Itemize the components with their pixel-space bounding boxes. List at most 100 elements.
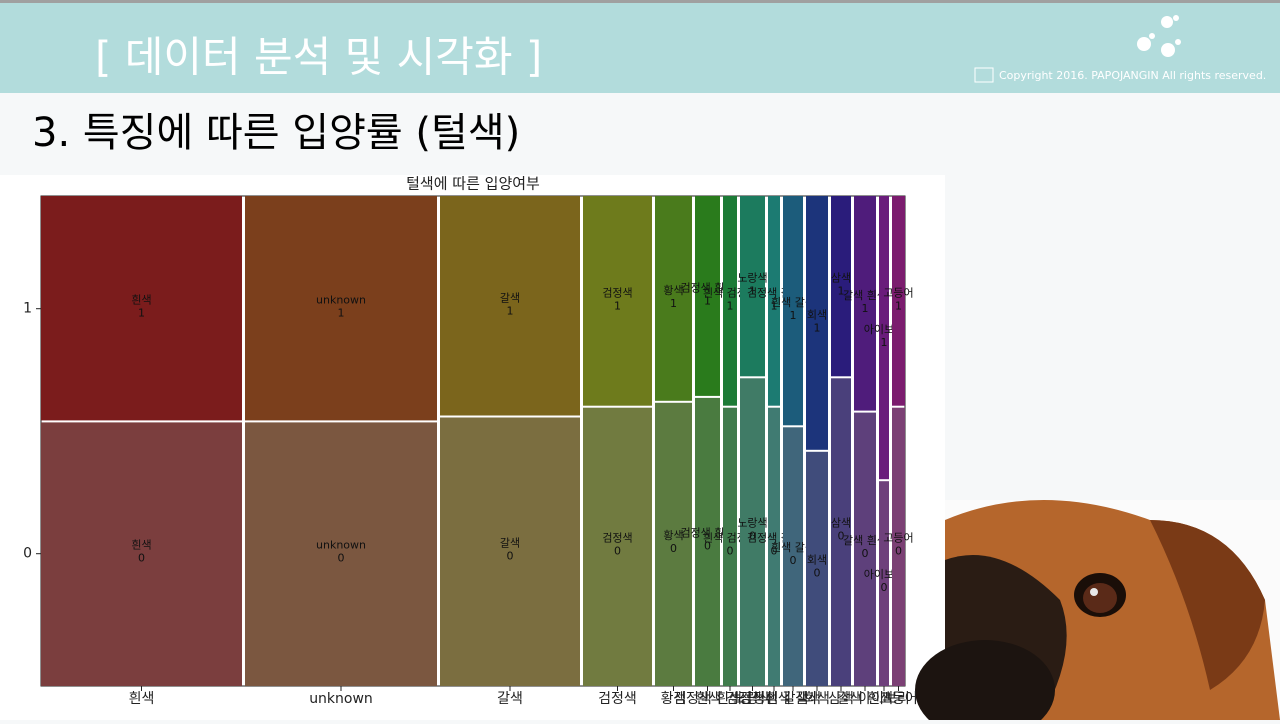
y-tick-label: 1 [23,301,32,317]
mosaic-tile [740,378,765,686]
tile-label: 흰색 [131,539,151,552]
tile-label: 0 [838,530,845,543]
tile-label: 흰색 갈색 [771,540,815,554]
mosaic-tile [831,378,851,686]
x-tick-label: 삼색 [828,691,854,707]
tile-label: 1 [704,294,711,307]
chart-title: 털색에 따른 입양여부 [406,175,540,193]
top-line [0,0,1280,3]
mosaic-tile [806,196,828,450]
tile-label: 1 [862,302,869,315]
mosaic-tile [892,407,905,686]
mosaic-tile [41,422,242,686]
mosaic-tile [245,196,437,421]
tile-label: 회색 [807,553,827,566]
tile-label: 1 [507,304,514,317]
mosaic-tile [892,196,905,406]
x-tick-label: 황색 [661,691,687,707]
mosaic-tile [440,417,580,686]
tile-label: 검정색 흰색 [680,281,734,294]
tile-label: 1 [771,299,778,312]
mosaic-tile [723,407,737,686]
tile-label: 0 [727,544,734,557]
mosaic-tile [768,196,780,406]
tile-label: 0 [790,554,797,567]
tile-label: 노랑색 [737,517,767,530]
x-tick-label: 흰색 검정색 [696,691,765,707]
mosaic-tile [655,196,692,401]
mosaic-tile [583,196,652,406]
x-tick-label: 갈색 [497,691,523,707]
x-tick-label: 갈색 흰색 [837,691,893,707]
y-tick-label: 0 [23,546,32,562]
x-tick-label: 아이보리 [858,691,910,707]
mosaic-tile [695,196,720,396]
tile-label: 검정색 [602,286,632,299]
mosaic-tile [879,481,889,686]
tile-label: 1 [790,309,797,322]
tile-label: 0 [749,530,756,543]
tile-label: 0 [814,566,821,579]
tile-label: 1 [614,299,621,312]
tile-label: 1 [814,321,821,334]
mosaic-tile [768,407,780,686]
tile-label: 갈색 [500,535,520,549]
mosaic-tile [783,196,803,426]
mosaic-tile [440,196,580,416]
tile-label: 삼색 [831,272,851,285]
tile-label: 노랑색 [737,272,767,285]
tile-label: 0 [881,581,888,594]
tile-label: 1 [749,285,756,298]
tile-label: 0 [507,549,514,562]
tile-label: 고등어 [883,531,913,544]
x-tick-label: 노랑색 [733,691,772,707]
header-title: [ 데이터 분석 및 시각화 ] [95,33,542,82]
mosaic-tile [655,402,692,686]
x-tick-label: 흰색 [129,691,155,707]
header-band [0,0,1280,93]
tile-label: 1 [881,336,888,349]
tile-label: 1 [138,307,145,320]
heading: 3. 특징에 따른 입양률 (털색) [32,110,520,156]
tile-label: 갈색 흰색 [843,533,887,547]
tile-label: 1 [838,285,845,298]
tile-label: 0 [614,544,621,557]
mosaic-tile [783,427,803,686]
tile-label: 0 [138,552,145,565]
x-tick-label: 검정색 [598,691,637,707]
mosaic-tile [245,422,437,686]
copyright-icon [974,67,994,83]
tile-label: 고등어 [883,286,913,299]
x-tick-label: unknown [309,691,373,707]
tile-label: unknown [316,539,366,552]
mosaic-tile [583,407,652,686]
tile-label: 1 [338,307,345,320]
tile-label: 0 [704,539,711,552]
dog-photo [915,500,1280,724]
tile-label: 0 [895,544,902,557]
tile-label: 삼색 [831,517,851,530]
x-tick-label: 고등어 [879,691,918,707]
tile-label: 1 [670,297,677,310]
tile-label: 흰색 갈색 [771,295,815,309]
x-tick-label: 검정색 흰색 [673,691,742,707]
tile-label: 황색 [663,529,683,542]
mosaic-tile [740,196,765,377]
tile-label: 회색 [807,308,827,321]
tile-label: 0 [670,542,677,555]
tile-label: 0 [771,544,778,557]
x-tick-label: 검정색 갈색 [740,691,809,707]
x-tick-label: 흰색 갈색 [765,691,821,707]
mosaic-tile [854,196,876,411]
mosaic-tile [723,196,737,406]
tile-label: unknown [316,294,366,307]
mosaic-tile [831,196,851,377]
tile-label: 0 [862,547,869,560]
tile-label: 1 [727,299,734,312]
mosaic-tile [41,196,242,421]
paw-icon [1137,15,1181,57]
tile-label: 갈색 [500,290,520,304]
tile-label: 갈색 흰색 [843,288,887,302]
mosaic-tile [854,412,876,686]
